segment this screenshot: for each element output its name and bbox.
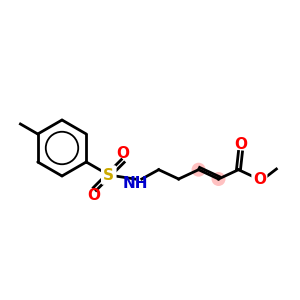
Text: O: O [87,188,100,203]
Text: S: S [103,167,114,182]
Circle shape [192,163,206,177]
Text: O: O [234,137,247,152]
Circle shape [212,172,226,186]
Text: O: O [253,172,266,188]
Text: O: O [116,146,129,161]
Text: NH: NH [123,176,148,191]
